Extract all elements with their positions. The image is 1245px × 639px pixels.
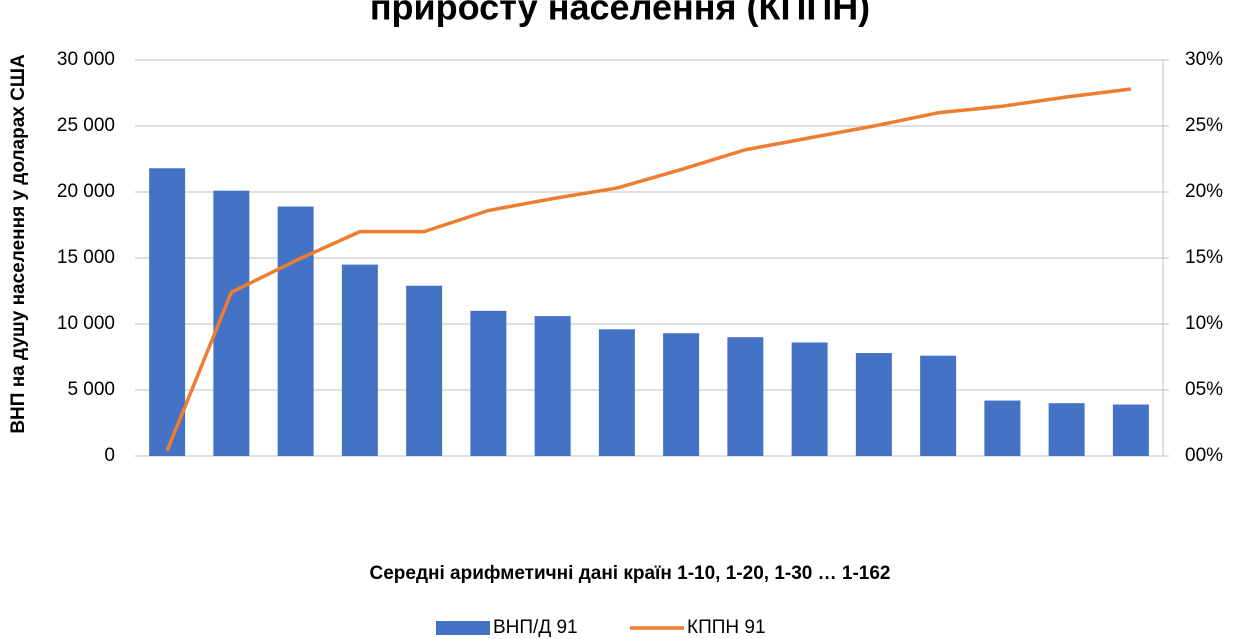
legend-label: ВНП/Д 91 (493, 617, 578, 638)
y-tick-label: 30 000 (57, 49, 115, 70)
y2-tick-label: 25% (1185, 115, 1223, 136)
y-tick-label: 0 (104, 445, 115, 466)
bar (855, 353, 892, 456)
bar (1048, 403, 1085, 456)
chart-title: приросту населення (КППН) (370, 0, 870, 28)
bar (277, 206, 314, 456)
bar (534, 316, 571, 456)
y2-tick-label: 10% (1185, 313, 1223, 334)
line (165, 87, 1132, 452)
y-tick-label: 10 000 (57, 313, 115, 334)
y-tick-label: 5 000 (67, 379, 115, 400)
y-tick-label: 20 000 (57, 181, 115, 202)
x-axis-label: Середні арифметичні дані країн 1-10, 1-2… (370, 563, 891, 584)
legend-label: КППН 91 (687, 617, 766, 638)
bar (791, 342, 828, 456)
y-tick-label: 25 000 (57, 115, 115, 136)
y2-tick-label: 20% (1185, 181, 1223, 202)
bar (341, 264, 378, 456)
legend-swatch (436, 621, 490, 635)
y2-tick-label: 00% (1185, 445, 1223, 466)
bar (406, 285, 443, 456)
bar (470, 310, 507, 456)
bar (598, 329, 635, 456)
bar (663, 333, 700, 456)
bar (727, 337, 764, 456)
y2-tick-label: 05% (1185, 379, 1223, 400)
y-axis-label: ВНП на душу населення у доларах США (8, 54, 29, 434)
bar (1112, 404, 1149, 456)
bar (149, 168, 186, 457)
y2-tick-label: 15% (1185, 247, 1223, 268)
bar (984, 400, 1021, 456)
y2-tick-label: 30% (1185, 49, 1223, 70)
bar (920, 355, 957, 456)
y-tick-label: 15 000 (57, 247, 115, 268)
